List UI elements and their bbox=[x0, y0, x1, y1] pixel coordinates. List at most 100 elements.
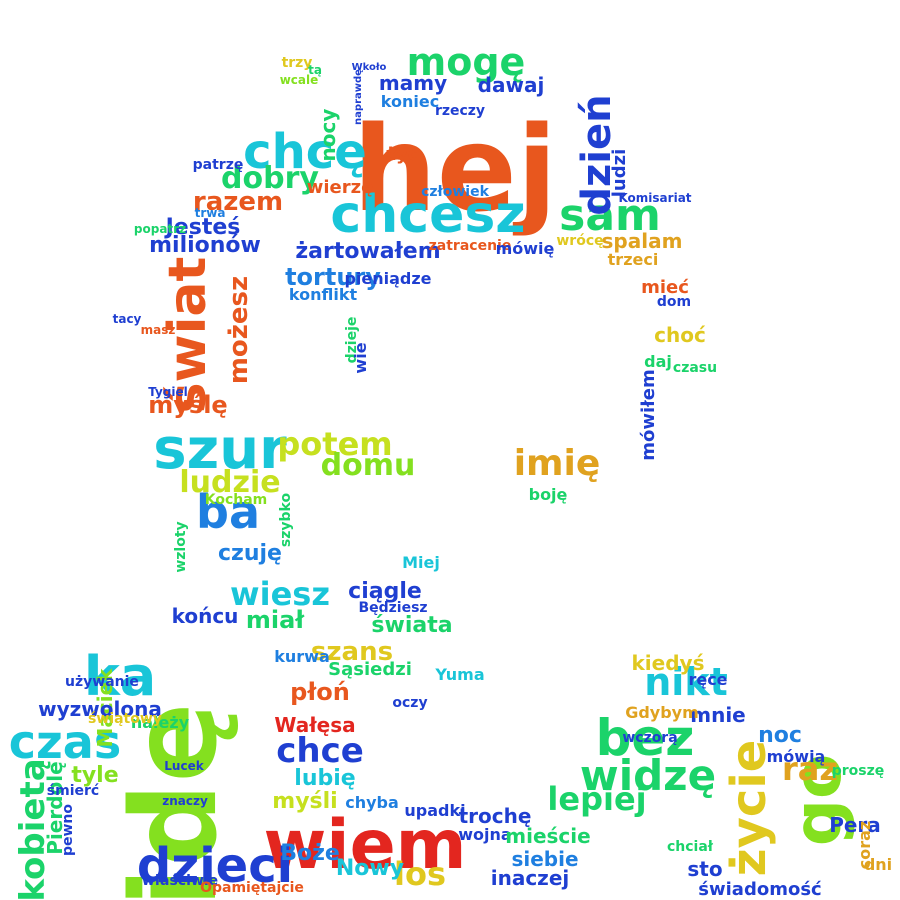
cloud-word: świat bbox=[158, 257, 218, 414]
cloud-word: świata bbox=[371, 613, 452, 638]
cloud-word: dobry bbox=[221, 161, 319, 196]
cloud-word: dzieje bbox=[344, 317, 360, 364]
cloud-word: mówię bbox=[496, 239, 555, 258]
cloud-word: raz bbox=[782, 750, 838, 788]
cloud-word: życie bbox=[721, 740, 777, 877]
cloud-word: trwa bbox=[195, 206, 226, 220]
cloud-word: wierzę bbox=[307, 177, 374, 198]
cloud-word: czasu bbox=[673, 360, 717, 376]
cloud-word: znaczy bbox=[162, 794, 208, 808]
cloud-word: boję bbox=[529, 485, 568, 504]
cloud-word: sam bbox=[559, 190, 661, 241]
cloud-word: nocy bbox=[316, 109, 340, 162]
cloud-word: potem bbox=[277, 425, 392, 463]
cloud-word: pewno bbox=[60, 804, 76, 856]
cloud-word: Wałęsa bbox=[274, 713, 355, 737]
cloud-word: Jesteś bbox=[164, 215, 241, 240]
cloud-word: razem bbox=[193, 187, 283, 217]
cloud-word: lubię bbox=[294, 766, 355, 791]
cloud-word: rzeczy bbox=[435, 103, 485, 119]
cloud-word: coraz bbox=[855, 821, 874, 869]
cloud-word: wie bbox=[351, 342, 370, 373]
cloud-word: płoń bbox=[290, 678, 350, 706]
cloud-word: Pierdolę bbox=[43, 761, 67, 854]
cloud-word: los bbox=[394, 855, 446, 893]
cloud-word: hej bbox=[353, 100, 557, 238]
cloud-word: czas bbox=[9, 715, 121, 769]
cloud-word: kobietą bbox=[13, 758, 53, 900]
cloud-word: ręce bbox=[688, 670, 727, 689]
cloud-word: inaczej bbox=[491, 866, 570, 890]
cloud-word: kurwa bbox=[274, 647, 330, 666]
cloud-word: Wkoło bbox=[352, 62, 387, 73]
cloud-word: żartowałem bbox=[295, 239, 440, 264]
cloud-word: dawaj bbox=[478, 73, 545, 97]
cloud-word: tyle bbox=[71, 763, 118, 788]
cloud-word: ba bbox=[196, 485, 260, 539]
cloud-word: dni bbox=[864, 855, 892, 874]
cloud-word: myśli bbox=[272, 789, 337, 814]
cloud-word: siebie bbox=[511, 847, 578, 871]
cloud-word: mówiłem bbox=[638, 369, 659, 461]
cloud-word: patrzę bbox=[193, 157, 244, 173]
cloud-word: Sąsiedzi bbox=[328, 659, 412, 680]
cloud-word: miał bbox=[246, 606, 305, 634]
cloud-word: Będziesz bbox=[358, 600, 427, 616]
cloud-word: Nowy bbox=[336, 856, 404, 881]
cloud-word: wrócę bbox=[556, 233, 603, 249]
cloud-word: konflikt bbox=[289, 285, 358, 304]
cloud-word: nikt bbox=[644, 660, 728, 704]
cloud-word: mamy bbox=[379, 71, 447, 95]
cloud-word: dzieci bbox=[137, 838, 293, 894]
cloud-word: ludzie bbox=[179, 465, 280, 500]
cloud-word: ka bbox=[84, 645, 156, 708]
cloud-word: Yuma bbox=[434, 665, 484, 684]
cloud-word: tacy bbox=[113, 312, 142, 326]
cloud-word: trzeci bbox=[608, 250, 659, 269]
cloud-word: chcesz bbox=[330, 185, 525, 245]
cloud-word: widzę bbox=[580, 751, 716, 800]
cloud-word: należy bbox=[131, 713, 190, 732]
cloud-word: wiesz bbox=[230, 575, 330, 613]
cloud-word: domu bbox=[321, 448, 416, 483]
cloud-word: oczy bbox=[392, 695, 427, 711]
cloud-word: zatracenie bbox=[429, 238, 512, 254]
cloud-word: mnie bbox=[690, 703, 746, 727]
cloud-word: mieć bbox=[641, 277, 689, 298]
cloud-word: chciał bbox=[667, 839, 714, 855]
cloud-word: myślę bbox=[148, 391, 227, 419]
cloud-word: śmierć bbox=[47, 783, 99, 799]
cloud-word: chyba bbox=[345, 793, 399, 812]
cloud-word: upadki bbox=[404, 801, 465, 820]
cloud-word: popatrz bbox=[134, 222, 186, 236]
cloud-word: sto bbox=[687, 857, 722, 881]
cloud-word: kiedyś bbox=[632, 651, 705, 675]
cloud-word: idę bbox=[105, 703, 243, 900]
cloud-word: czuję bbox=[218, 541, 282, 566]
cloud-word: Miej bbox=[402, 553, 440, 572]
cloud-word: chcę bbox=[243, 124, 367, 180]
cloud-word: Komisariat bbox=[618, 191, 691, 205]
cloud-word: Kocham bbox=[205, 492, 268, 508]
cloud-word: ciągle bbox=[348, 579, 422, 604]
cloud-word: milionów bbox=[149, 233, 261, 258]
cloud-word: lepiej bbox=[547, 780, 646, 818]
cloud-word: dzień bbox=[574, 94, 620, 215]
cloud-word: tortury bbox=[285, 263, 381, 291]
cloud-word: tą bbox=[308, 63, 322, 77]
cloud-word: spalam bbox=[602, 229, 683, 253]
cloud-word: szans bbox=[311, 637, 393, 667]
cloud-word: noc bbox=[758, 723, 802, 748]
cloud-word: Pera bbox=[829, 813, 881, 837]
cloud-word: go bbox=[779, 754, 856, 847]
cloud-word: trzy bbox=[282, 55, 313, 71]
cloud-word: bez bbox=[596, 709, 695, 767]
cloud-word: wyzwolona bbox=[38, 697, 162, 721]
cloud-word: możesz bbox=[224, 276, 254, 384]
cloud-word: Maciek bbox=[93, 668, 117, 748]
cloud-word: człowiek bbox=[421, 184, 489, 200]
cloud-word: naprawdę bbox=[353, 69, 364, 125]
cloud-word: koniec bbox=[381, 92, 439, 111]
